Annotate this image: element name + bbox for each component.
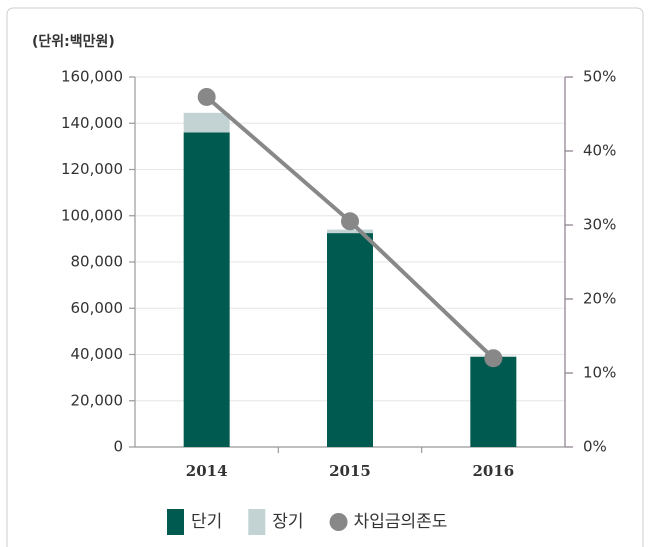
bar-segment [470,356,517,447]
y-tick-label: 160,000 [61,68,123,86]
bar-segment [183,112,230,133]
legend-label: 차입금의존도 [354,512,448,532]
legend-label: 단기 [191,512,222,532]
y-tick-label: 120,000 [61,160,123,178]
legend-swatch [248,509,266,535]
line-point [341,212,359,231]
legend-swatch [329,513,348,531]
y2-tick-label: 40% [583,142,616,160]
y2-tick-label: 0% [583,438,607,456]
bar-segment [183,132,230,447]
y-tick-label: 80,000 [71,253,124,271]
unit-label: (단위:백만원) [32,33,115,50]
y-tick-label: 20,000 [71,391,124,409]
y-tick-label: 40,000 [71,345,124,363]
bar-segment [327,229,373,234]
x-tick-label: 2015 [329,462,371,480]
x-tick-label: 2014 [186,462,228,480]
y-tick-label: 0 [113,438,123,456]
legend-swatch [167,509,184,535]
y2-tick-label: 30% [583,216,616,234]
legend-label: 장기 [272,512,303,532]
y2-tick-label: 50% [583,68,616,86]
y-tick-label: 60,000 [71,299,124,317]
y-tick-label: 100,000 [61,206,123,224]
bar-segment [327,233,373,447]
frame [6,7,644,547]
y2-tick-label: 20% [583,290,616,308]
line-point [484,349,503,368]
line-point [197,87,216,106]
y2-tick-label: 10% [583,364,616,382]
x-tick-label: 2016 [472,462,514,480]
y-tick-label: 140,000 [61,114,123,132]
